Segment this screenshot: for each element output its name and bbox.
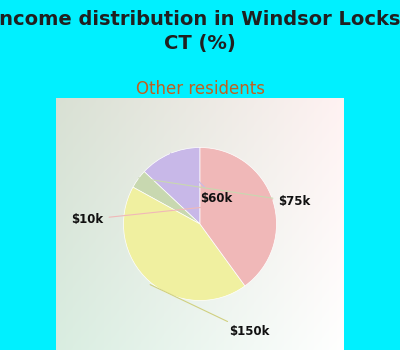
Text: $60k: $60k bbox=[170, 153, 232, 205]
Text: Income distribution in Windsor Locks,
CT (%): Income distribution in Windsor Locks, CT… bbox=[0, 10, 400, 53]
Text: $10k: $10k bbox=[72, 200, 272, 226]
Text: $150k: $150k bbox=[150, 285, 270, 338]
Wedge shape bbox=[200, 147, 276, 286]
Wedge shape bbox=[144, 147, 200, 224]
Wedge shape bbox=[133, 172, 200, 224]
Wedge shape bbox=[124, 187, 245, 301]
Text: $75k: $75k bbox=[139, 178, 311, 208]
Text: Other residents: Other residents bbox=[136, 80, 264, 98]
